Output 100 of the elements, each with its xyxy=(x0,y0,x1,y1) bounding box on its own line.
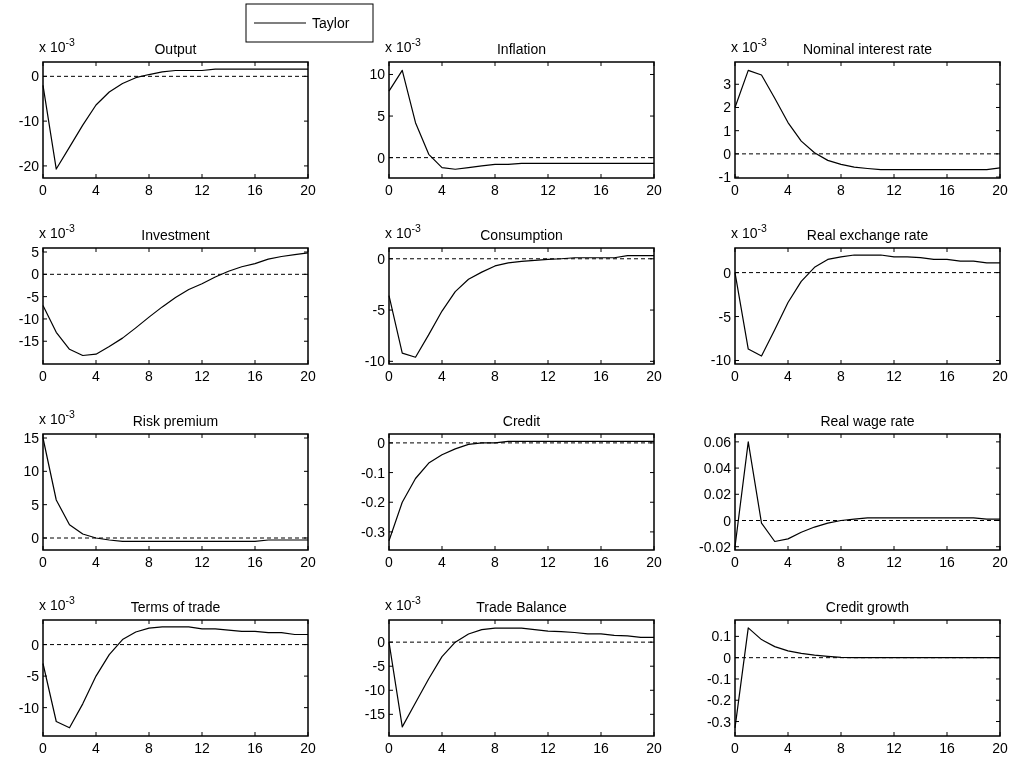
y-tick-label: 0.1 xyxy=(711,628,732,645)
x-tick-label: 4 xyxy=(784,182,793,198)
text: x 10$^{-3}$ xyxy=(385,594,421,613)
text: x 10$^{-3}$ xyxy=(385,36,421,55)
y-tick-label: -10 xyxy=(710,352,732,369)
x-tick-label: 8 xyxy=(145,554,154,570)
y-tick-label: 0 xyxy=(723,512,732,529)
x-tick-label: 4 xyxy=(92,740,101,756)
x-tick-label: 4 xyxy=(784,554,793,570)
y-tick-label: -5 xyxy=(718,308,732,325)
x-tick-label: 8 xyxy=(145,182,154,198)
y-tick-label: 5 xyxy=(31,496,40,513)
x-tick-label: 12 xyxy=(194,182,210,198)
x-tick-label: 20 xyxy=(992,182,1008,198)
x-tick-label: 12 xyxy=(886,182,902,198)
x-tick-label: 20 xyxy=(992,368,1008,384)
y-tick-label: 2 xyxy=(723,99,732,116)
y-tick-label: -15 xyxy=(364,706,386,723)
y-tick-label: 10 xyxy=(369,66,386,83)
chart-title: Investment xyxy=(141,227,210,243)
x-tick-label: 4 xyxy=(438,740,447,756)
legend-label: Taylor xyxy=(312,15,350,31)
x-tick-label: 4 xyxy=(438,182,447,198)
x-tick-label: 8 xyxy=(491,182,500,198)
y-tick-label: 5 xyxy=(377,108,386,125)
y-tick-label: 3 xyxy=(723,76,732,93)
x-tick-label: 16 xyxy=(593,554,609,570)
y-tick-label: 0.04 xyxy=(703,460,732,477)
y-tick-label: -0.02 xyxy=(699,538,732,555)
x-tick-label: 8 xyxy=(837,554,846,570)
x-tick-label: 12 xyxy=(540,740,556,756)
y-tick-label: -1 xyxy=(718,169,732,186)
x-tick-label: 16 xyxy=(247,554,263,570)
x-tick-label: 12 xyxy=(540,368,556,384)
chart-title: Inflation xyxy=(496,41,547,57)
text: x 10$^{-3}$ xyxy=(39,408,75,427)
chart-title: Output xyxy=(154,41,197,57)
x-tick-label: 4 xyxy=(92,554,101,570)
x-tick-label: 16 xyxy=(247,740,263,756)
y-tick-label: -10 xyxy=(18,113,40,130)
x-tick-label: 4 xyxy=(438,368,447,384)
y-tick-label: 0 xyxy=(723,264,732,281)
chart-title: Nominal interest rate xyxy=(802,41,933,57)
y-tick-label: -0.3 xyxy=(706,713,732,730)
chart-title: Credit growth xyxy=(825,599,910,615)
x-tick-label: 20 xyxy=(300,554,316,570)
x-tick-label: 8 xyxy=(145,368,154,384)
text: x 10$^{-3}$ xyxy=(385,222,421,241)
y-tick-label: -0.1 xyxy=(706,670,732,687)
y-tick-label: 0 xyxy=(377,149,386,166)
y-tick-label: 0 xyxy=(31,636,40,653)
x-tick-label: 12 xyxy=(886,554,902,570)
chart-title: Consumption xyxy=(480,227,563,243)
y-tick-label: 10 xyxy=(23,463,40,480)
y-tick-label: 0 xyxy=(723,649,732,666)
x-tick-label: 12 xyxy=(540,554,556,570)
x-tick-label: 8 xyxy=(837,368,846,384)
y-tick-label: -5 xyxy=(26,668,40,685)
y-tick-label: 0 xyxy=(377,250,386,267)
chart-title: Real exchange rate xyxy=(806,227,929,243)
x-tick-label: 4 xyxy=(784,368,793,384)
y-tick-label: -0.2 xyxy=(706,692,732,709)
x-tick-label: 8 xyxy=(491,554,500,570)
y-tick-label: 0 xyxy=(31,266,40,283)
x-tick-label: 12 xyxy=(194,554,210,570)
text: x 10$^{-3}$ xyxy=(731,222,767,241)
y-tick-label: 0 xyxy=(31,68,40,85)
y-tick-label: 0.06 xyxy=(703,433,732,450)
y-tick-label: 1 xyxy=(723,122,732,139)
x-tick-label: 20 xyxy=(646,554,662,570)
x-tick-label: 16 xyxy=(247,182,263,198)
y-tick-label: -0.2 xyxy=(360,494,386,511)
y-tick-label: -10 xyxy=(364,353,386,370)
y-tick-label: -10 xyxy=(18,699,40,716)
y-tick-label: 15 xyxy=(23,430,40,446)
chart-title: Risk premium xyxy=(132,413,219,429)
text: x 10$^{-3}$ xyxy=(39,222,75,241)
x-tick-label: 20 xyxy=(300,740,316,756)
x-tick-label: 8 xyxy=(491,740,500,756)
y-tick-label: 0 xyxy=(31,530,40,546)
x-tick-label: 8 xyxy=(491,368,500,384)
x-tick-label: 20 xyxy=(646,740,662,756)
y-tick-label: -0.1 xyxy=(360,464,386,481)
chart-title: Credit xyxy=(502,413,541,429)
y-tick-label: -15 xyxy=(18,333,40,350)
y-tick-label: -5 xyxy=(372,658,386,675)
x-tick-label: 4 xyxy=(438,554,447,570)
y-tick-label: 0.02 xyxy=(703,486,732,503)
x-tick-label: 8 xyxy=(837,182,846,198)
x-tick-label: 12 xyxy=(540,182,556,198)
y-tick-label: 0 xyxy=(377,434,386,451)
x-tick-label: 12 xyxy=(886,740,902,756)
x-tick-label: 16 xyxy=(939,554,955,570)
chart-title: Trade Balance xyxy=(476,599,567,615)
x-tick-label: 16 xyxy=(939,368,955,384)
x-tick-label: 8 xyxy=(837,740,846,756)
x-tick-label: 12 xyxy=(886,368,902,384)
x-tick-label: 20 xyxy=(646,182,662,198)
y-tick-label: -20 xyxy=(18,157,40,174)
y-tick-label: -5 xyxy=(372,302,386,319)
